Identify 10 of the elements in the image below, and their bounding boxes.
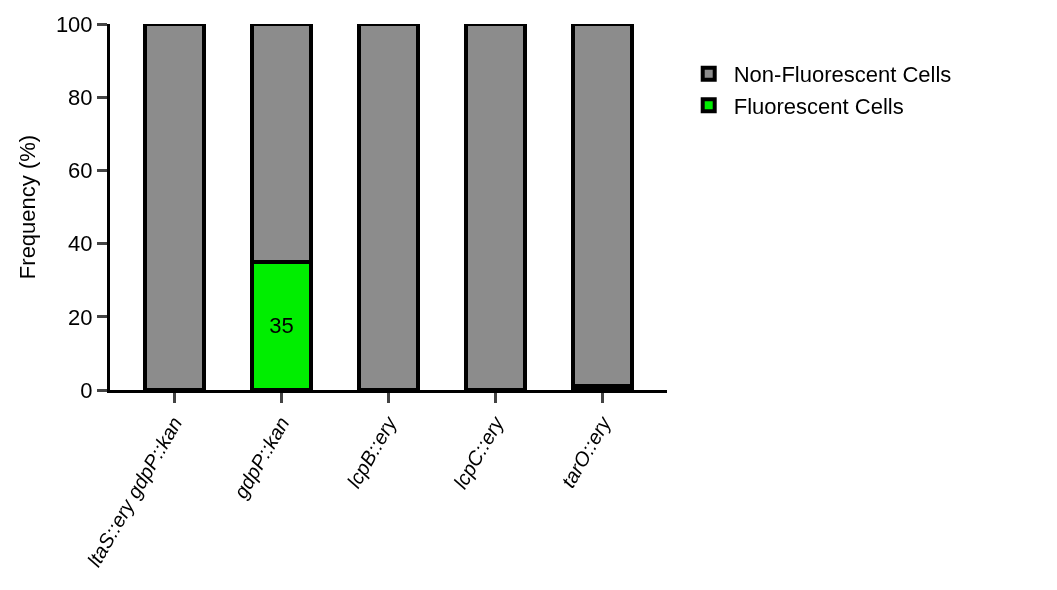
- y-tick-label: 100: [55, 11, 93, 37]
- y-tick-label: 40: [68, 231, 93, 257]
- data-label: 35: [269, 313, 294, 339]
- y-tick-label: 60: [68, 158, 93, 184]
- y-tick-label: 0: [80, 377, 93, 403]
- y-tick-label: 20: [68, 304, 93, 330]
- y-tick-label: 80: [68, 84, 93, 110]
- legend-label: Fluorescent Cells: [733, 93, 904, 119]
- legend-label: Non-Fluorescent Cells: [733, 62, 952, 88]
- y-axis-title: Frequency (%): [14, 134, 40, 280]
